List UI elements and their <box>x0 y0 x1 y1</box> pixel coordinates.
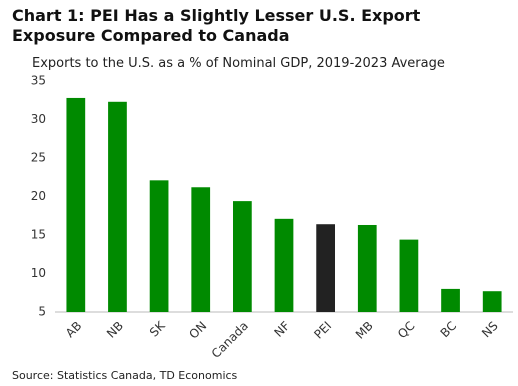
bar <box>149 180 169 312</box>
source-note: Source: Statistics Canada, TD Economics <box>12 369 238 382</box>
y-tick-label: 30 <box>31 112 46 126</box>
bar <box>399 239 419 312</box>
x-tick-label: PEI <box>311 319 334 342</box>
bar <box>316 224 336 312</box>
bar <box>232 201 252 312</box>
x-tick-label: BC <box>438 319 460 341</box>
x-tick-label: NB <box>104 319 126 341</box>
bar <box>274 218 294 312</box>
chart-subtitle: Exports to the U.S. as a % of Nominal GD… <box>32 56 445 71</box>
x-tick-label: MB <box>353 319 376 342</box>
x-tick-label: QC <box>395 319 418 342</box>
x-tick-label: NS <box>479 319 501 341</box>
y-tick-label: 15 <box>31 228 46 242</box>
y-tick-label: 10 <box>31 266 46 280</box>
x-tick-label: AB <box>63 319 85 341</box>
y-tick-label: 25 <box>31 151 46 165</box>
y-tick-label: 5 <box>38 305 46 319</box>
bar <box>441 288 460 312</box>
bar <box>191 187 211 312</box>
x-tick-label: ON <box>186 319 209 342</box>
x-tick-label: SK <box>147 318 169 340</box>
bar <box>66 97 86 312</box>
y-tick-label: 20 <box>31 189 46 203</box>
bar <box>482 291 502 312</box>
bar <box>108 101 127 312</box>
x-tick-label: Canada <box>209 319 251 361</box>
bar <box>357 224 377 312</box>
chart-title: Chart 1: PEI Has a Slightly Lesser U.S. … <box>12 6 421 45</box>
y-tick-label: 35 <box>31 74 46 88</box>
x-tick-label: NF <box>271 319 292 340</box>
